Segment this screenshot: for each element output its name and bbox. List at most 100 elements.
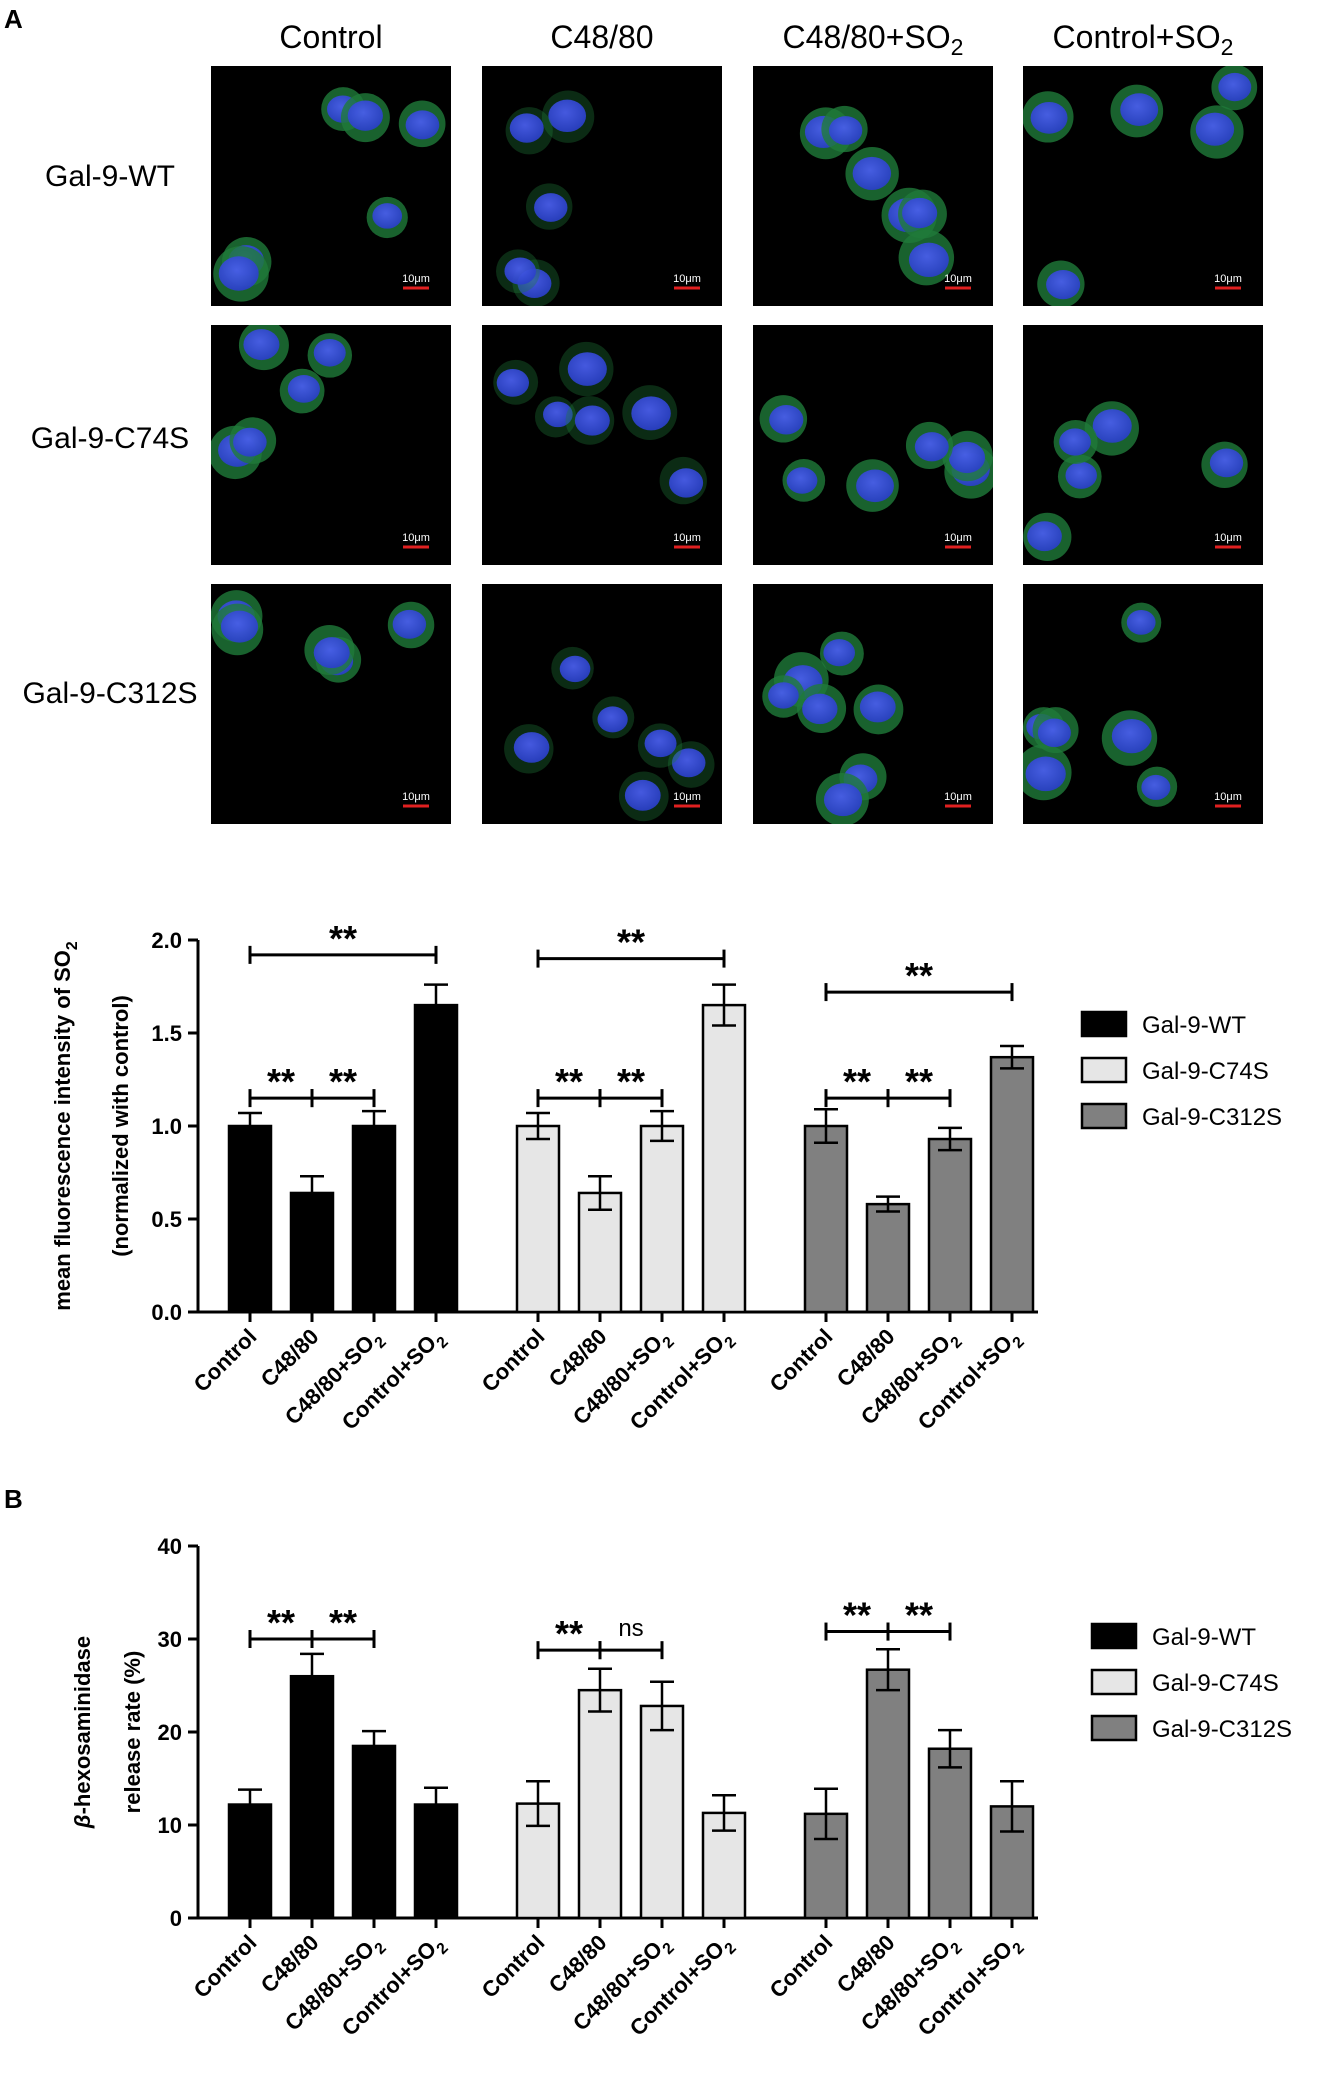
bar (227, 1124, 273, 1314)
micrograph-r1-c2: 10μm (482, 66, 722, 306)
significance-bracket: ** (536, 1613, 602, 1660)
micrograph-cells (799, 105, 955, 286)
category-label-text: Control (477, 1930, 550, 2003)
micrograph-r2-c4: 10μm (1023, 325, 1263, 565)
significance-bracket: ** (536, 922, 726, 968)
category-label-text: Control (477, 1324, 550, 1397)
y-axis-label-line1: β-hexosaminidase (70, 1636, 95, 1829)
significance-label: ** (905, 1061, 933, 1102)
cell-nucleus (644, 729, 677, 758)
y-tick-label: 0 (170, 1906, 182, 1931)
category-label: Control (765, 1324, 838, 1397)
cell-nucleus (1195, 112, 1235, 146)
micrograph-r2-c2: 10μm (482, 325, 722, 565)
y-tick-label: 0.0 (151, 1300, 182, 1325)
scale-bar-label: 10μm (1214, 791, 1242, 803)
cell-nucleus (543, 401, 573, 428)
legend-label: Gal-9-WT (1152, 1624, 1256, 1651)
scale-bar-label: 10μm (1214, 273, 1242, 285)
scale-bar-label: 10μm (673, 791, 701, 803)
micrograph-cells (1023, 401, 1248, 562)
significance-bracket: ** (248, 1602, 314, 1648)
column-header-2: C48/80 (550, 19, 653, 55)
category-label: Control (765, 1930, 838, 2003)
cell-nucleus (1126, 609, 1156, 635)
cell-nucleus (509, 113, 544, 143)
cell-nucleus (669, 468, 704, 498)
cell-nucleus (1141, 774, 1171, 800)
row-header-3-text: Gal-9-C312S (22, 677, 197, 710)
micrograph-grid: Control C48/80 C48/80+SO2 Control+SO2Gal-9-… (22, 19, 1263, 824)
legend-label: Gal-9-C74S (1152, 1670, 1279, 1697)
micrograph-cells (211, 590, 435, 683)
cell-nucleus (220, 610, 259, 643)
category-label-text: Control (765, 1930, 838, 2003)
cell-nucleus (823, 639, 856, 667)
cell-nucleus (574, 405, 610, 436)
cell-nucleus (1209, 448, 1244, 478)
micrograph-cells (496, 90, 595, 306)
bar (927, 1137, 973, 1314)
y-axis-label-line1-text: mean fluorescence intensity of SO (50, 950, 75, 1311)
legend-swatch (1080, 1056, 1128, 1084)
column-header-2-text: C48/80 (550, 19, 653, 55)
significance-label: ** (905, 955, 933, 996)
significance-label: ** (617, 1061, 645, 1102)
significance-label: ** (267, 1602, 295, 1643)
scale-bar-label: 10μm (402, 273, 430, 285)
cell-nucleus (769, 405, 804, 435)
y-tick-label: 20 (158, 1720, 182, 1745)
cell-nucleus (243, 329, 280, 361)
cell-nucleus (347, 100, 383, 131)
column-header-4-text: Control+SO (1053, 19, 1221, 55)
row-header-1: Gal-9-WT (45, 160, 175, 193)
scale-bar-label: 10μm (402, 532, 430, 544)
significance-bracket: ** (824, 1061, 890, 1108)
y-tick-label: 1.5 (151, 1021, 182, 1046)
cell-nucleus (823, 783, 863, 817)
cell-nucleus (559, 655, 591, 683)
bar (639, 1704, 685, 1920)
cell-nucleus (313, 339, 346, 367)
y-axis-label-line2: release rate (%) (120, 1651, 145, 1814)
category-label: Control (477, 1930, 550, 2003)
bar (289, 1674, 335, 1920)
micrograph-background (482, 584, 722, 824)
significance-bracket: ** (536, 1061, 602, 1108)
micrograph-r3-c3: 10μm (753, 584, 993, 824)
legend-swatch (1090, 1622, 1138, 1650)
significance-label: ** (555, 1613, 583, 1654)
cell-nucleus (948, 441, 986, 474)
cell-nucleus (218, 256, 259, 291)
cell-nucleus (914, 432, 949, 462)
cell-nucleus (624, 779, 661, 811)
cell-nucleus (567, 352, 607, 386)
micrograph-r3-c4: 10μm (1023, 584, 1263, 824)
row-header-2: Gal-9-C74S (31, 422, 189, 455)
legend-label: Gal-9-C312S (1152, 1716, 1292, 1743)
panel-b-label: B (4, 1484, 23, 1514)
cell-nucleus (1027, 521, 1062, 552)
y-tick-label: 40 (158, 1534, 182, 1559)
y-axis-label-beta: β (70, 1814, 95, 1829)
scale-bar-label: 10μm (944, 532, 972, 544)
significance-label: ** (329, 1602, 357, 1643)
scale-bar-label: 10μm (402, 791, 430, 803)
panel-a-label: A (4, 4, 23, 34)
category-label-text: Control (765, 1324, 838, 1397)
cell-nucleus (1218, 72, 1252, 102)
category-label-text: Control (189, 1930, 262, 2003)
cell-nucleus (548, 99, 587, 133)
bar (989, 1055, 1035, 1314)
cell-nucleus (859, 691, 896, 723)
cell-nucleus (768, 682, 799, 709)
legend-swatch (1090, 1668, 1138, 1696)
chart-fluorescence: 0.0 0.5 1.0 1.5 2.0 mean fluorescence intensi… (50, 918, 1282, 1435)
bar (865, 1668, 911, 1920)
micrograph-r2-c3: 10μm (753, 325, 993, 565)
